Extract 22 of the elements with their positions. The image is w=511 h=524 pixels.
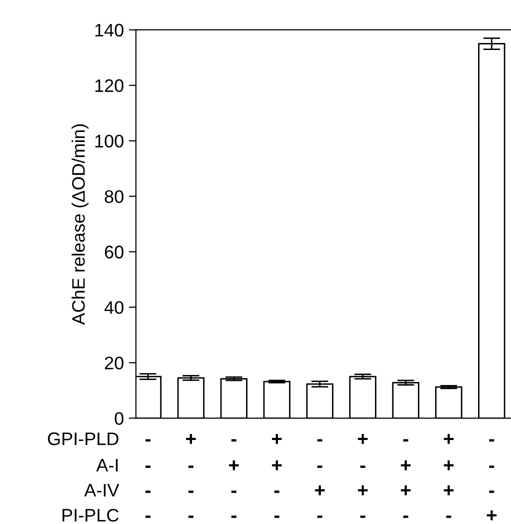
y-tick-label: 140 (95, 24, 124, 37)
x-tick-label: - + + - (400, 439, 411, 518)
text: A-I (96, 459, 118, 472)
category-label: - - - + (486, 439, 497, 520)
y-axis-title: AChE release (ΔOD/min) (72, 124, 88, 325)
category-label: - - - - (145, 439, 150, 518)
text: PI-PLC (62, 508, 119, 522)
x-tick-label: + - + - (358, 434, 368, 518)
x-tick-label: + + + - (444, 434, 454, 518)
y-tick-label: 0 (114, 412, 124, 425)
x-tick-label: + + - - (272, 434, 282, 518)
text: GPI-PLD (48, 432, 118, 446)
y-tick-label: 120 (95, 79, 124, 92)
y-tick-label: 60 (104, 246, 124, 258)
x-tick-label: - + - - (229, 439, 239, 518)
y-tick-label: 80 (104, 190, 124, 203)
category-label: - - + - (314, 439, 325, 518)
x-tick-label: + - - - (186, 434, 196, 518)
y-tick-label: 20 (104, 356, 124, 370)
text: A-IV (84, 484, 120, 496)
y-tick-label: 40 (104, 301, 124, 314)
y-tick-label: 100 (95, 134, 124, 148)
